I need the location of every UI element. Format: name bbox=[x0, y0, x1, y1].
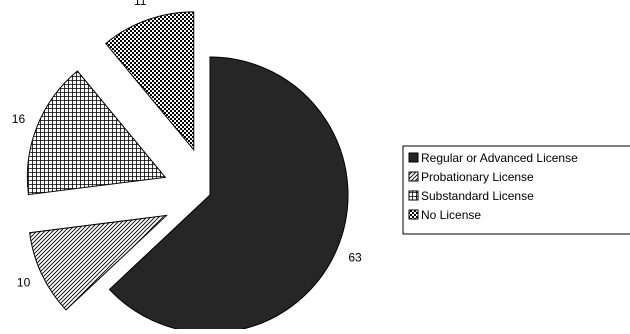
pie-slice-no-license bbox=[105, 11, 195, 152]
legend-swatch-no-license bbox=[408, 209, 419, 220]
data-label-substandard-license: 16 bbox=[12, 112, 26, 126]
legend-swatch-probationary-license bbox=[408, 171, 419, 182]
pie-data-labels: 63 10 16 11 bbox=[12, 0, 362, 290]
data-label-no-license: 11 bbox=[134, 0, 147, 8]
legend-frame bbox=[402, 145, 630, 235]
pie-slice-substandard-license bbox=[26, 70, 167, 196]
legend-swatch-regular-or-advanced-license bbox=[408, 152, 419, 163]
legend-label-probationary-license: Probationary License bbox=[421, 170, 534, 184]
legend: Regular or Advanced License Probationary … bbox=[402, 145, 630, 235]
legend-label-substandard-license: Substandard License bbox=[421, 189, 534, 203]
data-label-regular-or-advanced-license: 63 bbox=[348, 251, 362, 265]
pie-slice-regular-or-advanced-license bbox=[108, 56, 349, 334]
legend-label-no-license: No License bbox=[421, 208, 481, 222]
data-label-probationary-license: 10 bbox=[17, 276, 31, 290]
legend-swatch-substandard-license bbox=[408, 190, 419, 201]
pie-slices bbox=[26, 11, 349, 334]
legend-label-regular-or-advanced-license: Regular or Advanced License bbox=[421, 151, 578, 165]
pie-slice-probationary-license bbox=[29, 214, 169, 311]
